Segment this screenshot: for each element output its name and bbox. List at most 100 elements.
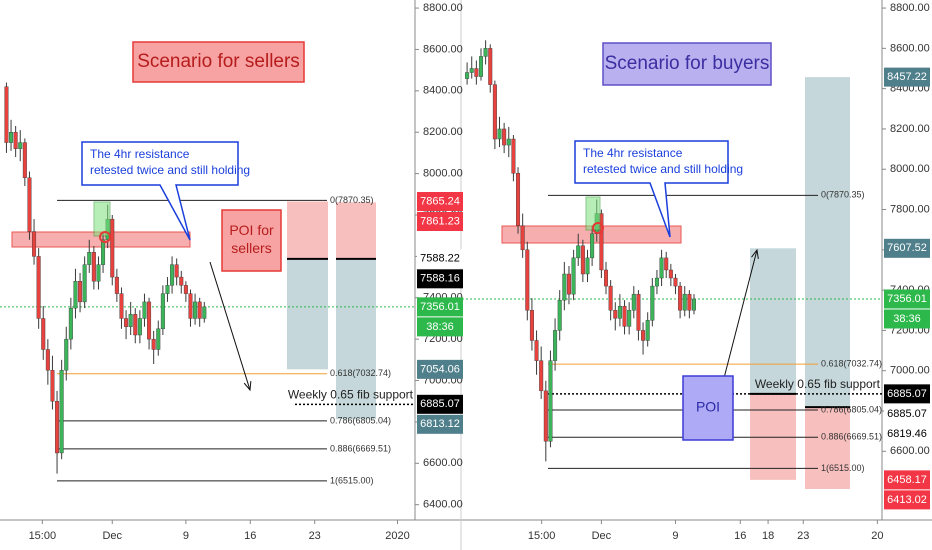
- price-tag-label: 7588.16: [420, 273, 460, 285]
- target-zone: [287, 258, 328, 370]
- price-tag-label: 7356.01: [887, 293, 927, 305]
- price-tag: [884, 470, 930, 490]
- y-tick-label: 8000.00: [423, 168, 463, 180]
- candle-body: [604, 269, 609, 287]
- price-tag-label: 6413.02: [887, 494, 927, 506]
- price-tag: [884, 238, 930, 258]
- candle-body: [525, 249, 530, 311]
- price-tag: [417, 249, 463, 269]
- candle-body: [590, 233, 595, 259]
- price-tag-label: 6885.07: [420, 398, 460, 410]
- candle-body: [673, 277, 678, 287]
- candle-body: [101, 239, 106, 265]
- candle-body: [18, 142, 23, 149]
- candle-body: [654, 277, 659, 287]
- scenario-title: Scenario for sellers: [137, 51, 300, 72]
- candle-body: [497, 128, 502, 140]
- callout-text: retested twice and still holding: [583, 162, 743, 176]
- candle-body: [543, 390, 548, 442]
- retest-highlight: [93, 201, 111, 237]
- candle-body: [548, 360, 553, 442]
- price-tag: [417, 359, 463, 379]
- x-tick-label: 15:00: [528, 530, 556, 542]
- price-tag-label: 6813.12: [420, 418, 460, 430]
- candle-body: [469, 68, 474, 73]
- fib-label: 0.786(6805.04): [821, 404, 882, 414]
- x-tick-label: 9: [672, 530, 678, 542]
- price-tag-label: 38:36: [426, 321, 454, 333]
- price-tag-label: 7865.24: [420, 195, 460, 207]
- candle-body: [82, 264, 87, 303]
- fib-label: 0(7870.35): [821, 190, 865, 200]
- poi-label: POI: [696, 399, 720, 415]
- candle-body: [188, 293, 193, 319]
- candle-body: [529, 310, 534, 341]
- scenario-box: [132, 41, 305, 83]
- target-zone: [750, 248, 796, 394]
- support-label: Weekly 0.65 fib support: [755, 377, 881, 391]
- price-tag: [884, 384, 930, 404]
- stop-zone: [805, 407, 850, 489]
- scenario-box: [602, 42, 772, 86]
- x-tick-label: 16: [734, 530, 746, 542]
- price-tag: [417, 317, 463, 337]
- x-tick-label: 20: [871, 530, 883, 542]
- candle-body: [608, 285, 613, 311]
- x-tick-label: Dec: [102, 530, 122, 542]
- price-tag-label: 6819.46: [887, 428, 927, 440]
- candle-body: [64, 338, 69, 371]
- candle-body: [631, 293, 636, 311]
- candle-body: [91, 252, 96, 282]
- price-tag: [417, 414, 463, 434]
- price-tag-label: 38:36: [893, 313, 921, 325]
- price-tag-label: 7607.52: [887, 242, 927, 254]
- price-tag: [884, 289, 930, 309]
- candle-body: [36, 256, 41, 319]
- price-tag: [884, 404, 930, 424]
- price-tag-label: 7054.06: [420, 363, 460, 375]
- candle-body: [142, 301, 147, 319]
- candle-body: [13, 132, 18, 149]
- candle-body: [492, 84, 497, 140]
- candle-body: [613, 310, 618, 319]
- candle-body: [55, 401, 60, 454]
- price-tag: [417, 297, 463, 317]
- candle-body: [483, 48, 488, 57]
- candle-body: [511, 138, 516, 174]
- fib-label: 0.618(7032.74): [821, 358, 882, 368]
- candle-body: [59, 369, 64, 454]
- candle-body: [78, 281, 83, 303]
- candle-body: [659, 257, 664, 279]
- candle-body: [133, 314, 138, 336]
- price-tag-label: 7861.23: [420, 215, 460, 227]
- candle-body: [668, 269, 673, 279]
- candle-body: [9, 132, 14, 143]
- candle-body: [687, 293, 692, 311]
- candle-body: [664, 257, 669, 271]
- candle-body: [566, 273, 571, 295]
- y-tick-label: 7000.00: [890, 365, 930, 377]
- candle-body: [553, 330, 558, 361]
- fib-label: 0.786(6805.04): [330, 415, 391, 425]
- fib-label: 1(6515.00): [330, 475, 374, 485]
- candle-body: [650, 285, 655, 321]
- candle-body: [147, 301, 152, 340]
- candle-body: [165, 285, 170, 294]
- price-tag-label: 6885.07: [887, 388, 927, 400]
- fib-label: 0.618(7032.74): [330, 368, 391, 378]
- y-tick-label: 8000.00: [890, 163, 930, 175]
- candle-body: [585, 257, 590, 275]
- candle-body: [183, 285, 188, 294]
- poi-box: [221, 209, 282, 272]
- candle-body: [96, 264, 101, 282]
- y-tick-label: 6400.00: [423, 499, 463, 511]
- candle-body: [193, 301, 198, 319]
- y-tick-label: 8200.00: [423, 126, 463, 138]
- price-tag-label: 6458.17: [887, 474, 927, 486]
- price-tag-label: 6885.07: [887, 408, 927, 420]
- candle-body: [636, 293, 641, 331]
- candle-body: [68, 307, 73, 340]
- candle-body: [50, 369, 55, 402]
- x-tick-label: 23: [309, 530, 321, 542]
- callout-text: The 4hr resistance: [583, 146, 683, 160]
